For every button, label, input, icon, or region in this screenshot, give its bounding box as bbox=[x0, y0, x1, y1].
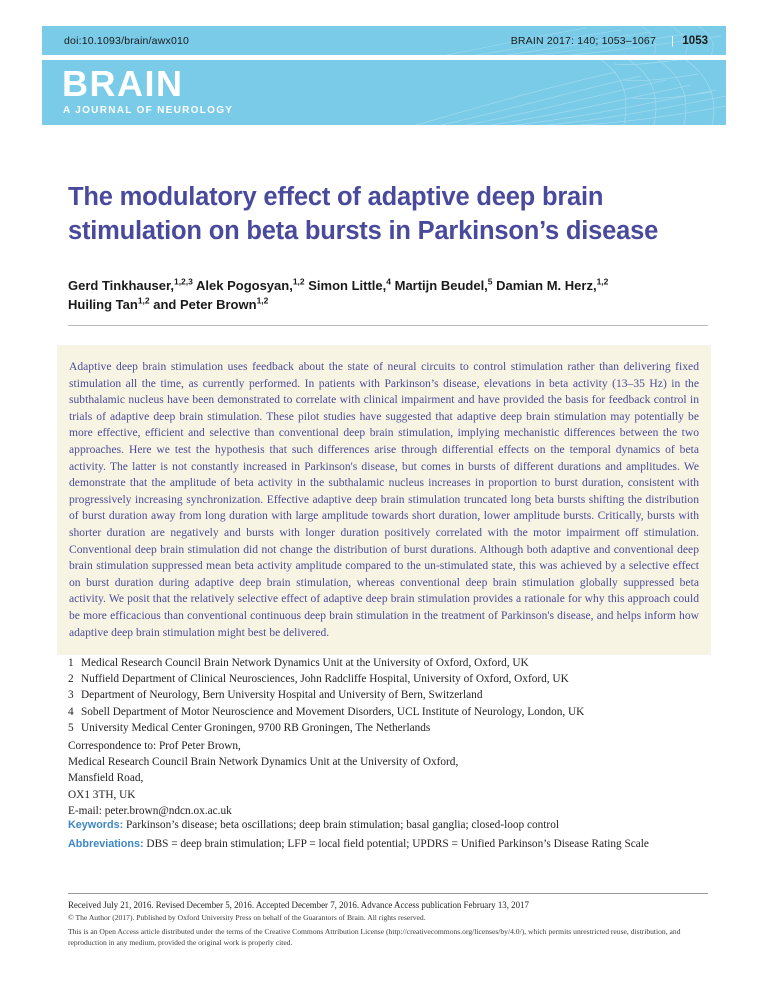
journal-logo-band: BRAIN A JOURNAL OF NEUROLOGY bbox=[42, 60, 726, 125]
doi-band: doi:10.1093/brain/awx010 BRAIN 2017: 140… bbox=[42, 26, 726, 55]
abbreviations-label: Abbreviations: bbox=[68, 838, 144, 850]
article-title: The modulatory effect of adaptive deep b… bbox=[68, 183, 659, 246]
page-number: 1053 bbox=[682, 34, 708, 47]
footer-received-dates: Received July 21, 2016. Revised December… bbox=[68, 900, 529, 910]
author-name-3: Simon Little, bbox=[304, 278, 387, 293]
affiliation-item: 2 Nuffield Department of Clinical Neuros… bbox=[68, 671, 728, 687]
affiliation-text: Department of Neurology, Bern University… bbox=[81, 689, 483, 702]
correspondence-line-3: Mansfield Road, bbox=[68, 772, 144, 785]
author-affiliation-marker-2: 1,2 bbox=[292, 276, 305, 287]
affiliation-number: 3 bbox=[68, 689, 74, 702]
correspondence-block: Correspondence to: Prof Peter Brown, Med… bbox=[68, 738, 728, 819]
author-name-7: and Peter Brown bbox=[149, 297, 257, 312]
footer-block: Received July 21, 2016. Revised December… bbox=[68, 899, 716, 949]
brain-illustration-decoration-large bbox=[415, 60, 726, 125]
author-affiliation-marker-4: 5 bbox=[487, 276, 493, 287]
author-affiliation-marker-7: 1,2 bbox=[256, 295, 269, 306]
abstract-box: Adaptive deep brain stimulation uses fee… bbox=[57, 345, 711, 656]
author-affiliation-marker-3: 4 bbox=[386, 276, 391, 287]
correspondence-email: E-mail: peter.brown@ndcn.ox.ac.uk bbox=[68, 804, 232, 817]
citation-text: BRAIN 2017: 140; 1053–1067 bbox=[510, 34, 656, 47]
affiliation-item: 3 Department of Neurology, Bern Universi… bbox=[68, 687, 728, 703]
keywords-abbreviations-block: Keywords: Parkinson’s disease; beta osci… bbox=[68, 816, 740, 854]
author-name-1: Gerd Tinkhauser, bbox=[68, 278, 174, 293]
author-affiliation-marker-1: 1,2,3 bbox=[173, 276, 193, 287]
author-affiliation-marker-5: 1,2 bbox=[596, 276, 609, 287]
author-name-5: Damian M. Herz, bbox=[492, 278, 597, 293]
affiliation-text: Medical Research Council Brain Network D… bbox=[81, 657, 529, 669]
author-name-4: Martijn Beudel, bbox=[391, 278, 488, 293]
abstract-text: Adaptive deep brain stimulation uses fee… bbox=[69, 361, 699, 639]
citation-separator: | bbox=[671, 34, 674, 47]
divider-above-footer bbox=[68, 893, 708, 894]
correspondence-line-1: Correspondence to: Prof Peter Brown, bbox=[68, 740, 241, 752]
affiliation-number: 1 bbox=[68, 657, 74, 669]
affiliation-number: 5 bbox=[68, 721, 74, 734]
affiliation-item: 4 Sobell Department of Motor Neuroscienc… bbox=[68, 704, 728, 720]
affiliation-item: 5 University Medical Center Groningen, 9… bbox=[68, 720, 728, 736]
keywords-value: Parkinson’s disease; beta oscillations; … bbox=[123, 819, 559, 831]
footer-copyright: © The Author (2017). Published by Oxford… bbox=[68, 912, 426, 922]
author-affiliation-marker-6: 1,2 bbox=[137, 295, 150, 306]
journal-tagline: A JOURNAL OF NEUROLOGY bbox=[63, 105, 234, 116]
footer-license: This is an Open Access article distribut… bbox=[68, 926, 681, 948]
correspondence-line-4: OX1 3TH, UK bbox=[68, 788, 136, 801]
abbreviations-line: Abbreviations: DBS = deep brain stimulat… bbox=[68, 835, 740, 854]
correspondence-line-2: Medical Research Council Brain Network D… bbox=[68, 756, 459, 769]
affiliation-number: 2 bbox=[68, 673, 74, 686]
affiliation-item: 1 Medical Research Council Brain Network… bbox=[68, 655, 728, 671]
author-name-2: Alek Pogosyan, bbox=[192, 278, 293, 293]
masthead: doi:10.1093/brain/awx010 BRAIN 2017: 140… bbox=[42, 26, 726, 125]
affiliation-text: Nuffield Department of Clinical Neurosci… bbox=[81, 673, 569, 686]
affiliation-text: University Medical Center Groningen, 970… bbox=[81, 721, 431, 734]
keywords-line: Keywords: Parkinson’s disease; beta osci… bbox=[68, 816, 740, 835]
author-name-6: Huiling Tan bbox=[68, 297, 138, 312]
affiliation-list: 1 Medical Research Council Brain Network… bbox=[68, 655, 728, 736]
affiliation-text: Sobell Department of Motor Neuroscience … bbox=[81, 705, 585, 718]
affiliation-number: 4 bbox=[68, 705, 74, 718]
doi-text: doi:10.1093/brain/awx010 bbox=[64, 34, 190, 47]
keywords-label: Keywords: bbox=[68, 819, 124, 831]
journal-wordmark: BRAIN bbox=[62, 63, 184, 104]
divider-above-abstract bbox=[68, 325, 708, 326]
author-list: Gerd Tinkhauser,1,2,3 Alek Pogosyan,1,2 … bbox=[68, 276, 716, 314]
abbreviations-value: DBS = deep brain stimulation; LFP = loca… bbox=[143, 838, 649, 850]
